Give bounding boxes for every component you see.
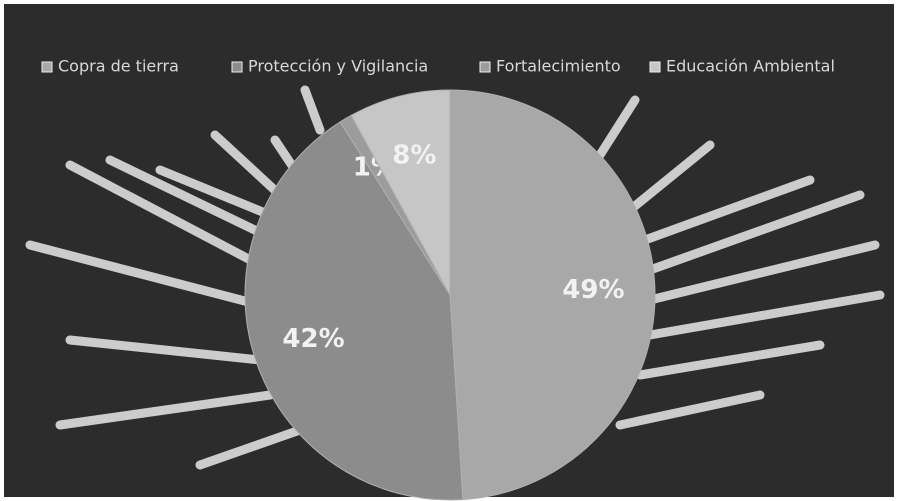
pie: 49%42%1%8% [245, 90, 655, 500]
legend-label: Copra de tierra [58, 57, 179, 76]
legend-label: Fortalecimiento [496, 57, 621, 76]
legend-swatch [232, 62, 242, 72]
data-label: 49% [562, 275, 624, 305]
legend-label: Educación Ambiental [666, 57, 835, 76]
legend-swatch [42, 62, 52, 72]
legend-swatch [480, 62, 490, 72]
data-label: 8% [392, 141, 436, 171]
data-label: 42% [282, 324, 344, 354]
legend-label: Protección y Vigilancia [248, 57, 428, 76]
chart: Copra de tierra Protección y Vigilancia Fo… [0, 0, 898, 501]
legend-swatch [650, 62, 660, 72]
